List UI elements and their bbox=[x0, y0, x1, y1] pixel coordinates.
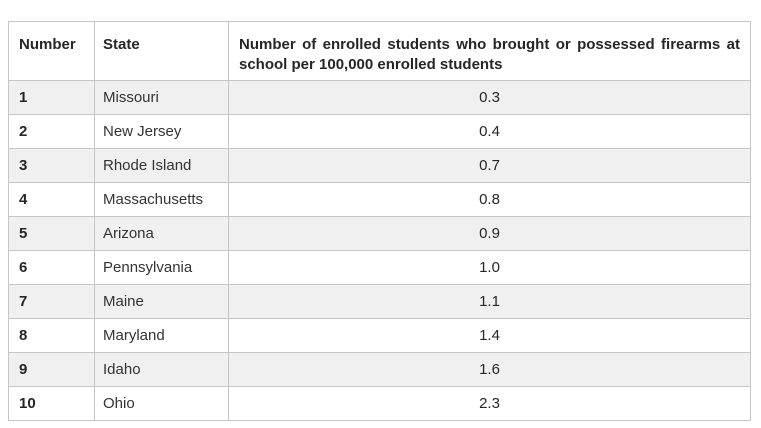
number-cell: 10 bbox=[8, 386, 95, 421]
number-cell: 8 bbox=[8, 318, 95, 353]
state-cell: Rhode Island bbox=[94, 148, 229, 183]
table-row: 7 Maine 1.1 bbox=[8, 284, 751, 319]
table-row: 4 Massachusetts 0.8 bbox=[8, 182, 751, 217]
number-cell: 7 bbox=[8, 284, 95, 319]
number-cell: 5 bbox=[8, 216, 95, 251]
table-row: 2 New Jersey 0.4 bbox=[8, 114, 751, 149]
rate-cell: 1.6 bbox=[228, 352, 751, 387]
state-cell: Maine bbox=[94, 284, 229, 319]
table-row: 8 Maryland 1.4 bbox=[8, 318, 751, 353]
column-header-state: State bbox=[94, 21, 229, 81]
rate-cell: 0.9 bbox=[228, 216, 751, 251]
state-cell: Idaho bbox=[94, 352, 229, 387]
state-cell: Massachusetts bbox=[94, 182, 229, 217]
table-row: 3 Rhode Island 0.7 bbox=[8, 148, 751, 183]
rate-cell: 0.4 bbox=[228, 114, 751, 149]
table-row: 1 Missouri 0.3 bbox=[8, 80, 751, 115]
number-cell: 2 bbox=[8, 114, 95, 149]
rate-cell: 0.8 bbox=[228, 182, 751, 217]
state-cell: Ohio bbox=[94, 386, 229, 421]
rate-cell: 1.4 bbox=[228, 318, 751, 353]
number-cell: 4 bbox=[8, 182, 95, 217]
column-header-rate: Number of enrolled students who brought … bbox=[228, 21, 751, 81]
number-cell: 6 bbox=[8, 250, 95, 285]
number-cell: 1 bbox=[8, 80, 95, 115]
state-cell: Missouri bbox=[94, 80, 229, 115]
rate-cell: 1.1 bbox=[228, 284, 751, 319]
state-cell: Arizona bbox=[94, 216, 229, 251]
number-cell: 9 bbox=[8, 352, 95, 387]
state-cell: Maryland bbox=[94, 318, 229, 353]
firearms-at-school-table: Number State Number of enrolled students… bbox=[8, 21, 751, 421]
state-cell: New Jersey bbox=[94, 114, 229, 149]
rate-cell: 1.0 bbox=[228, 250, 751, 285]
table-row: 6 Pennsylvania 1.0 bbox=[8, 250, 751, 285]
table-row: 10 Ohio 2.3 bbox=[8, 386, 751, 421]
rate-cell: 2.3 bbox=[228, 386, 751, 421]
number-cell: 3 bbox=[8, 148, 95, 183]
table-header-row: Number State Number of enrolled students… bbox=[8, 21, 751, 81]
table-row: 9 Idaho 1.6 bbox=[8, 352, 751, 387]
column-header-number: Number bbox=[8, 21, 95, 81]
rate-cell: 0.7 bbox=[228, 148, 751, 183]
table-row: 5 Arizona 0.9 bbox=[8, 216, 751, 251]
rate-cell: 0.3 bbox=[228, 80, 751, 115]
state-cell: Pennsylvania bbox=[94, 250, 229, 285]
